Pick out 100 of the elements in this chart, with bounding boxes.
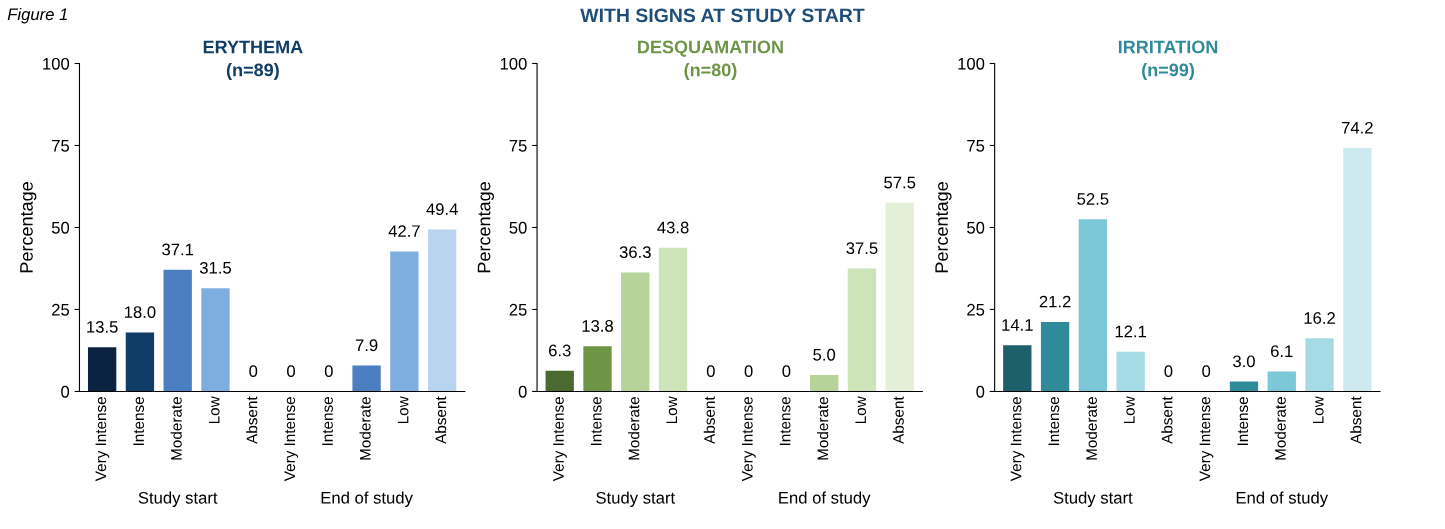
y-tick-label: 0	[61, 385, 70, 398]
y-tick-label: 0	[518, 385, 527, 398]
data-label: 7.9	[355, 339, 378, 352]
bar	[810, 375, 839, 392]
data-label: 36.3	[619, 246, 651, 258]
y-tick-label: 50	[51, 221, 70, 234]
y-tick-label: 25	[52, 303, 70, 316]
y-tick-label: 25	[509, 303, 527, 316]
x-tick-label: Absent	[435, 396, 447, 444]
data-label: 14.1	[1002, 319, 1033, 331]
y-tick-label: 100	[500, 57, 527, 70]
x-tick-label: Very Intense	[284, 396, 299, 482]
data-label: 0	[1202, 365, 1211, 378]
data-label: 3.0	[1233, 355, 1255, 368]
data-label: 31.5	[199, 261, 231, 274]
x-tick-label: Absent	[703, 396, 715, 444]
data-label: 13.8	[582, 319, 613, 332]
x-tick-label: Moderate	[628, 396, 640, 460]
y-tick-label: 50	[509, 221, 527, 234]
x-tick-label: Intense	[779, 397, 791, 446]
y-axis-title: Percentage	[477, 182, 494, 273]
text: Study start	[596, 491, 675, 507]
x-tick-label: Intense	[1048, 397, 1060, 446]
y-tick-label: 50	[967, 221, 985, 234]
y-tick-label: 100	[43, 57, 70, 70]
bar	[1116, 351, 1145, 392]
bar	[847, 268, 877, 392]
data-label: 0	[744, 365, 753, 378]
chart-title: ERYTHEMA	[203, 40, 303, 54]
data-label: 0	[1164, 365, 1173, 378]
data-label: 18.0	[124, 306, 156, 319]
x-tick-label: Low	[1312, 396, 1324, 424]
data-label: 16.2	[1304, 312, 1335, 324]
y-tick-label: 0	[976, 385, 985, 398]
x-tick-label: Intense	[1237, 397, 1249, 446]
text: End of study	[1236, 491, 1329, 507]
y-tick-label: 100	[958, 57, 985, 70]
x-tick-label: Very Intense	[742, 396, 756, 482]
data-label: 0	[782, 365, 791, 378]
x-tick-label: Absent	[246, 396, 258, 444]
bar	[1267, 371, 1296, 392]
data-label: 42.7	[388, 225, 420, 237]
bar	[583, 346, 612, 392]
y-tick-label: 25	[967, 303, 985, 316]
bar	[1078, 219, 1108, 392]
caption: Figure 1	[7, 7, 67, 24]
data-label: 0	[287, 365, 296, 378]
y-axis-title: Percentage	[935, 182, 952, 273]
x-tick-label: Intense	[133, 397, 145, 446]
x-tick-label: Moderate	[1085, 396, 1097, 460]
bar	[658, 247, 688, 392]
data-label: 74.2	[1341, 121, 1373, 134]
x-tick-label: Very Intense	[1199, 396, 1214, 482]
data-label: 43.8	[657, 221, 689, 234]
text: WITH SIGNS AT STUDY START	[580, 8, 865, 23]
bar	[545, 370, 574, 392]
bar	[163, 269, 192, 392]
data-label: 6.3	[548, 344, 571, 357]
bar	[1305, 338, 1334, 392]
y-axis-title: Percentage	[20, 182, 37, 273]
y-tick-label: 75	[967, 140, 985, 152]
chart-subtitle: (n=89)	[226, 63, 279, 80]
data-label: 37.5	[846, 242, 878, 255]
text: Study start	[138, 491, 218, 507]
bar	[201, 288, 230, 392]
x-tick-label: Low	[666, 396, 678, 424]
data-label: 21.2	[1039, 295, 1071, 308]
x-tick-label: Very Intense	[95, 396, 110, 482]
data-label: 5.0	[813, 348, 836, 361]
text: End of study	[779, 491, 871, 507]
chart-title: IRRITATION	[1118, 40, 1218, 54]
text: End of study	[321, 491, 413, 507]
y-tick-label: 75	[509, 140, 527, 152]
data-label: 49.4	[426, 203, 458, 216]
data-label: 0	[249, 365, 258, 378]
data-label: 12.1	[1115, 325, 1147, 338]
x-tick-label: Low	[208, 396, 220, 424]
data-label: 37.1	[162, 243, 194, 256]
chart-title: DESQUAMATION	[638, 40, 783, 57]
text: Study start	[1053, 491, 1133, 507]
x-tick-label: Absent	[892, 396, 904, 444]
x-tick-label: Very Intense	[553, 396, 567, 482]
data-label: 6.1	[1271, 345, 1293, 358]
x-tick-label: Intense	[590, 397, 602, 446]
bar	[87, 347, 117, 392]
bar	[1229, 381, 1259, 392]
data-label: 0	[706, 365, 715, 378]
bar	[125, 332, 155, 392]
bar	[352, 365, 381, 392]
x-tick-label: Moderate	[1274, 396, 1286, 460]
bar	[1040, 321, 1070, 392]
chart-subtitle: (n=80)	[684, 63, 737, 80]
chart-subtitle: (n=99)	[1142, 63, 1194, 80]
x-tick-label: Low	[855, 396, 867, 424]
bar	[621, 272, 650, 392]
bar	[427, 229, 457, 392]
x-tick-label: Absent	[1350, 396, 1362, 444]
x-tick-label: Intense	[322, 397, 333, 446]
bar	[1343, 148, 1372, 392]
x-tick-label: Low	[1124, 396, 1135, 424]
